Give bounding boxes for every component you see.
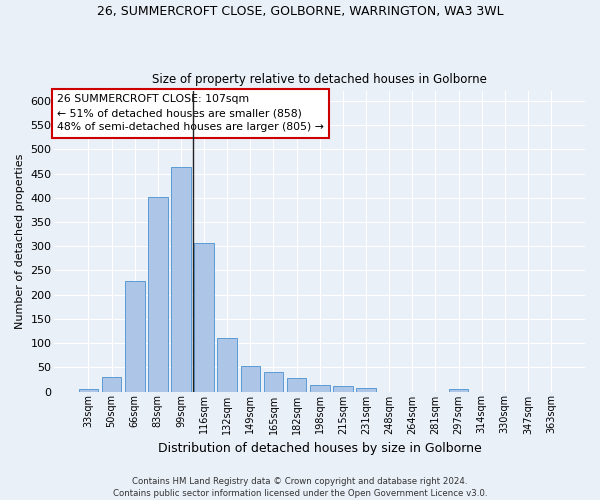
Title: Size of property relative to detached houses in Golborne: Size of property relative to detached ho… [152,73,487,86]
Bar [79,389,98,392]
Bar [310,385,329,392]
Bar [287,378,307,392]
Bar [263,372,283,392]
Text: 26 SUMMERCROFT CLOSE: 107sqm
← 51% of detached houses are smaller (858)
48% of s: 26 SUMMERCROFT CLOSE: 107sqm ← 51% of de… [57,94,324,132]
Text: Contains HM Land Registry data © Crown copyright and database right 2024.
Contai: Contains HM Land Registry data © Crown c… [113,476,487,498]
Bar [125,281,145,392]
Bar [194,244,214,392]
Text: 26, SUMMERCROFT CLOSE, GOLBORNE, WARRINGTON, WA3 3WL: 26, SUMMERCROFT CLOSE, GOLBORNE, WARRING… [97,5,503,18]
Bar [148,197,167,392]
Bar [356,388,376,392]
Bar [241,366,260,392]
Bar [449,389,469,392]
X-axis label: Distribution of detached houses by size in Golborne: Distribution of detached houses by size … [158,442,482,455]
Bar [171,167,191,392]
Y-axis label: Number of detached properties: Number of detached properties [15,154,25,329]
Bar [102,377,121,392]
Bar [333,386,353,392]
Bar [217,338,237,392]
